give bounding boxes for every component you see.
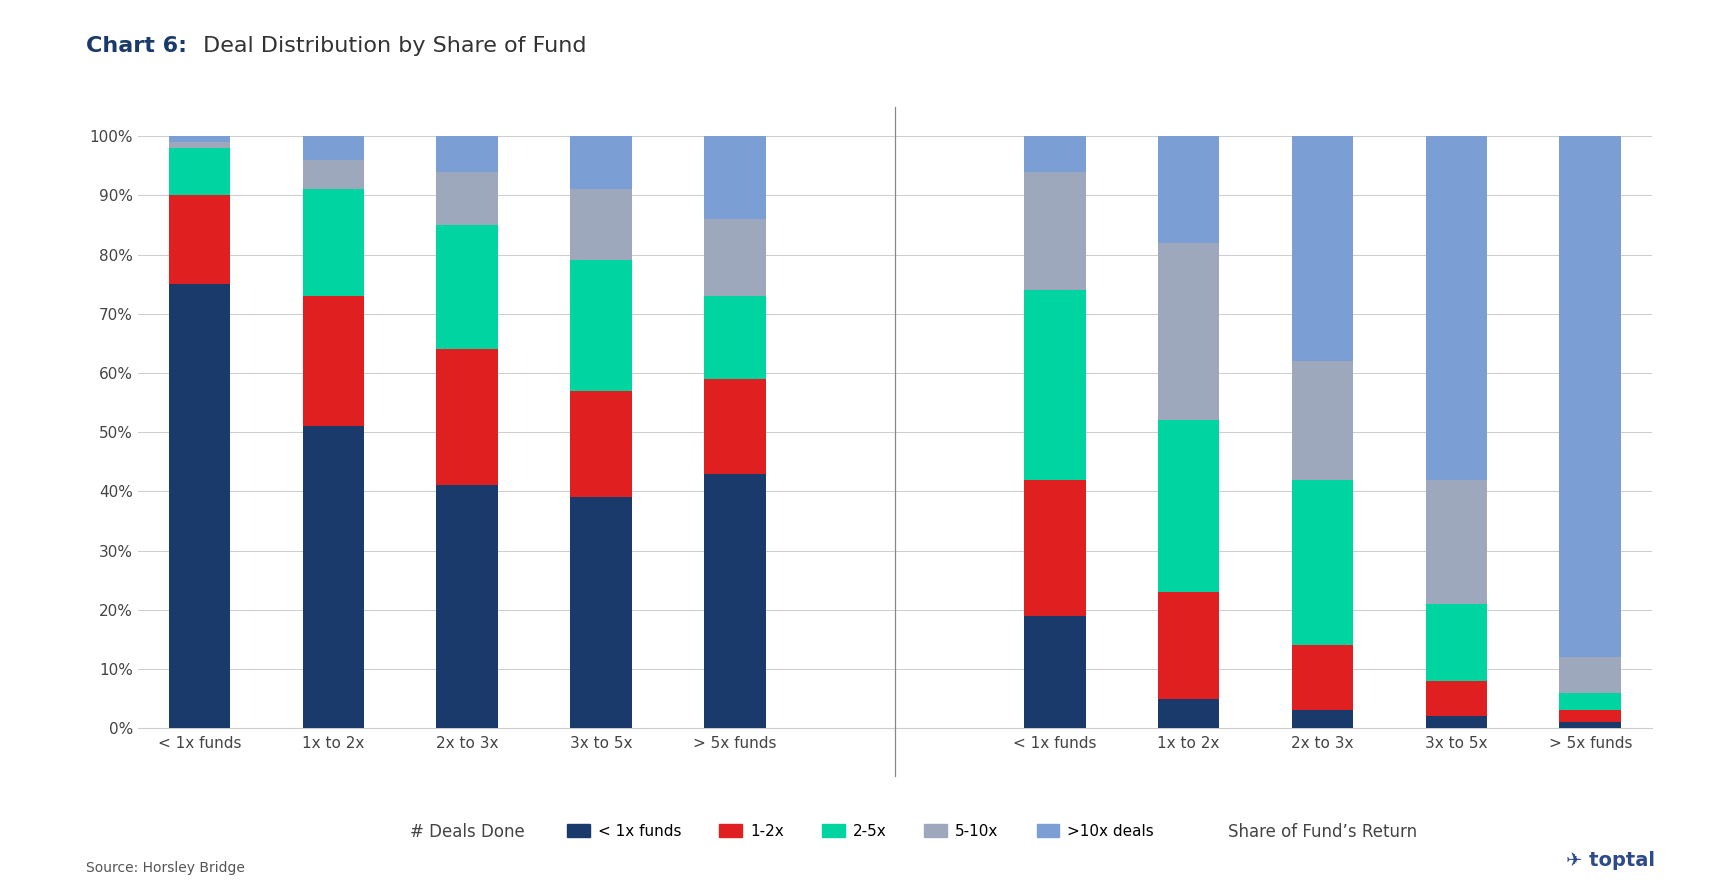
Bar [1158,136,1220,242]
Bar [437,136,499,171]
Bar [1024,171,1086,290]
Bar [437,486,499,728]
Bar [704,136,766,219]
Bar [169,195,231,284]
Bar [570,497,632,728]
Bar [704,296,766,379]
Bar [169,148,231,195]
Legend: < 1x funds, 1-2x, 2-5x, 5-10x, >10x deals: < 1x funds, 1-2x, 2-5x, 5-10x, >10x deal… [561,818,1160,844]
Bar [1024,480,1086,615]
Bar [704,219,766,296]
Text: Share of Fund’s Return: Share of Fund’s Return [1227,823,1416,841]
Bar [570,260,632,391]
Bar [1158,592,1220,699]
Bar [1024,290,1086,480]
Bar [1559,657,1621,693]
Bar [1425,136,1487,480]
Bar [570,189,632,260]
Bar [303,426,365,728]
Bar [303,160,365,189]
Bar [570,136,632,189]
Bar [437,171,499,225]
Bar [1158,242,1220,420]
Bar [169,284,231,728]
Bar [1425,681,1487,717]
Bar [1559,710,1621,722]
Bar [437,349,499,486]
Bar [437,225,499,349]
Text: Deal Distribution by Share of Fund: Deal Distribution by Share of Fund [196,36,587,56]
Bar [1425,717,1487,728]
Text: Source: Horsley Bridge: Source: Horsley Bridge [86,860,244,875]
Bar [1158,699,1220,728]
Bar [303,136,365,160]
Bar [169,142,231,148]
Bar [1024,615,1086,728]
Bar [1559,693,1621,710]
Bar [704,473,766,728]
Bar [1559,136,1621,657]
Bar [1291,710,1353,728]
Text: ✈ toptal: ✈ toptal [1566,852,1656,870]
Text: Chart 6:: Chart 6: [86,36,188,56]
Bar [1291,361,1353,480]
Bar [1291,136,1353,361]
Bar [1024,136,1086,171]
Bar [1425,480,1487,604]
Bar [1158,420,1220,592]
Bar [1291,646,1353,710]
Bar [704,379,766,473]
Bar [169,136,231,142]
Text: # Deals Done: # Deals Done [410,823,525,841]
Bar [303,296,365,426]
Bar [303,189,365,296]
Bar [1559,722,1621,728]
Bar [570,391,632,497]
Bar [1291,480,1353,646]
Bar [1425,604,1487,681]
